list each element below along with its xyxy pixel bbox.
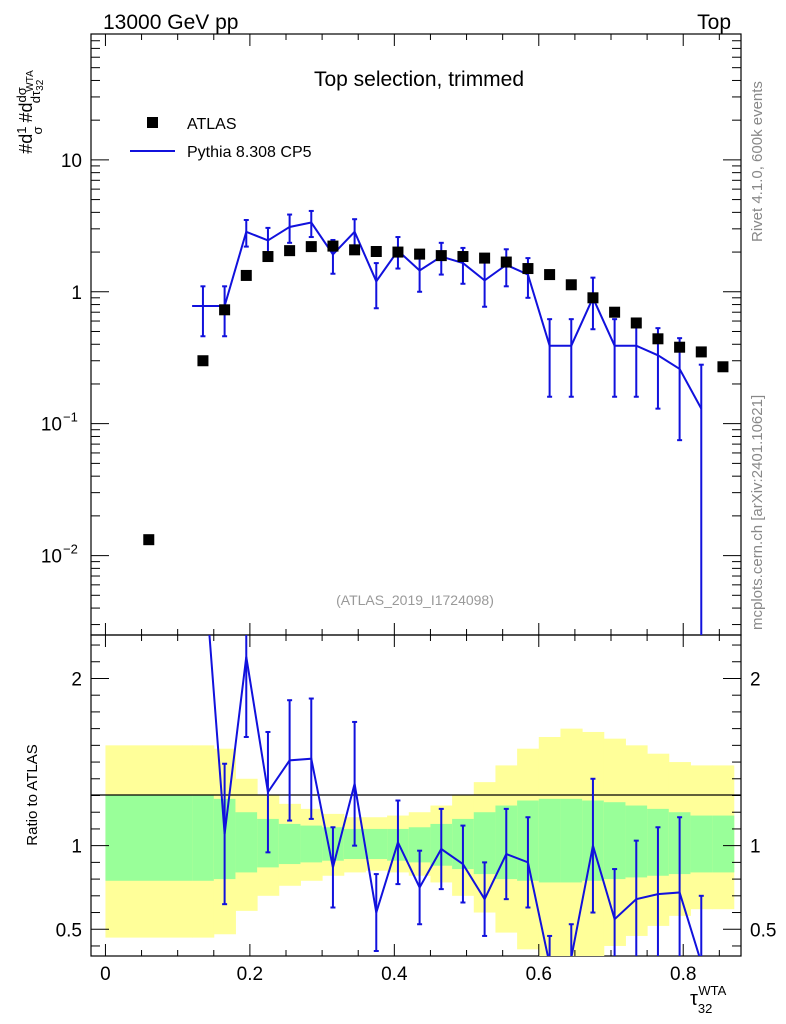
data-point: [544, 269, 556, 281]
mcplots-label: mcplots.cern.ch [arXiv:2401.10621]: [749, 395, 766, 630]
mc-series-main: [192, 209, 704, 635]
data-point: [652, 333, 664, 345]
mc-line: [202, 221, 703, 410]
y-tick-label: 10: [61, 151, 82, 172]
data-point: [522, 263, 534, 275]
data-point: [284, 245, 296, 257]
y-tick-label: 1: [71, 283, 82, 304]
data-point: [414, 248, 426, 260]
ratio-band-inner: [603, 802, 626, 880]
data-point: [565, 279, 577, 291]
ratio-band-inner: [365, 828, 388, 860]
main-ylabel: #d1σ#ddσdτ32WTA: [14, 70, 46, 154]
ratio-band-inner: [712, 815, 735, 873]
legend-data-label: ATLAS: [187, 116, 237, 133]
data-point: [143, 534, 155, 546]
ratio-band-inner: [560, 798, 583, 883]
ratio-band-inner: [235, 812, 258, 873]
ratio-tick-label-right: 1: [750, 837, 761, 858]
ratio-tick-label-right: 2: [750, 669, 761, 690]
svg-text:#d1σ#ddσdτ32WTA: #d1σ#ddσdτ32WTA: [14, 70, 46, 154]
data-point: [262, 251, 274, 263]
data-point: [349, 244, 361, 256]
mc-series-ratio: [208, 635, 704, 956]
data-point: [435, 250, 447, 262]
ratio-band-inner: [408, 827, 431, 863]
data-point: [327, 240, 339, 252]
x-tick-label: 0: [100, 964, 111, 985]
data-point: [197, 355, 209, 367]
process-label: Top: [697, 11, 731, 34]
ratio-tick-label-left: 0.5: [56, 920, 82, 941]
data-point: [500, 256, 512, 268]
data-point: [240, 269, 252, 281]
ratio-tick-label-right: 0.5: [750, 920, 776, 941]
data-point: [630, 317, 642, 329]
x-axis-label: τ32WTA: [690, 983, 727, 1016]
ratio-band-inner: [105, 795, 193, 881]
ratio-tick-label-left: 1: [71, 837, 82, 858]
data-point: [695, 346, 707, 358]
rivet-label: Rivet 4.1.0, 600k events: [749, 81, 766, 242]
x-tick-label: 0.8: [670, 964, 696, 985]
data-point: [305, 241, 317, 253]
ratio-band-inner: [690, 815, 713, 873]
data-point: [587, 292, 599, 304]
y-tick-label: 10: [41, 547, 62, 568]
legend-mc-label: Pythia 8.308 CP5: [187, 144, 312, 161]
legend-data-marker: [147, 117, 158, 128]
ratio-band-inner: [278, 823, 301, 865]
x-tick-label: 0.2: [237, 964, 263, 985]
data-point: [370, 245, 382, 257]
data-point: [457, 251, 469, 263]
ratio-ylabel: Ratio to ATLAS: [24, 744, 41, 845]
ratio-band-inner: [473, 812, 496, 875]
ratio-band-inner: [192, 795, 215, 881]
y-tick-label: 10: [41, 415, 62, 436]
x-tick-label: 0.6: [526, 964, 552, 985]
ratio-band-inner: [300, 825, 323, 863]
plot-title: Top selection, trimmed: [314, 68, 524, 91]
y-tick-exponent: −2: [63, 542, 78, 557]
data-point: [717, 361, 729, 373]
data-point: [609, 306, 621, 318]
ratio-tick-label-left: 2: [71, 669, 82, 690]
energy-label: 13000 GeV pp: [103, 11, 238, 34]
data-point: [479, 252, 491, 264]
y-tick-exponent: −1: [63, 410, 78, 425]
analysis-watermark: (ATLAS_2019_I1724098): [336, 592, 494, 608]
data-series-main: [143, 240, 729, 546]
x-tick-label: 0.4: [381, 964, 408, 985]
ratio-series-group: [208, 635, 704, 956]
data-point: [219, 304, 231, 316]
data-point: [392, 246, 404, 258]
ratio-mc-line: [208, 635, 701, 956]
data-point: [674, 341, 686, 353]
ratio-band-inner: [538, 798, 561, 883]
